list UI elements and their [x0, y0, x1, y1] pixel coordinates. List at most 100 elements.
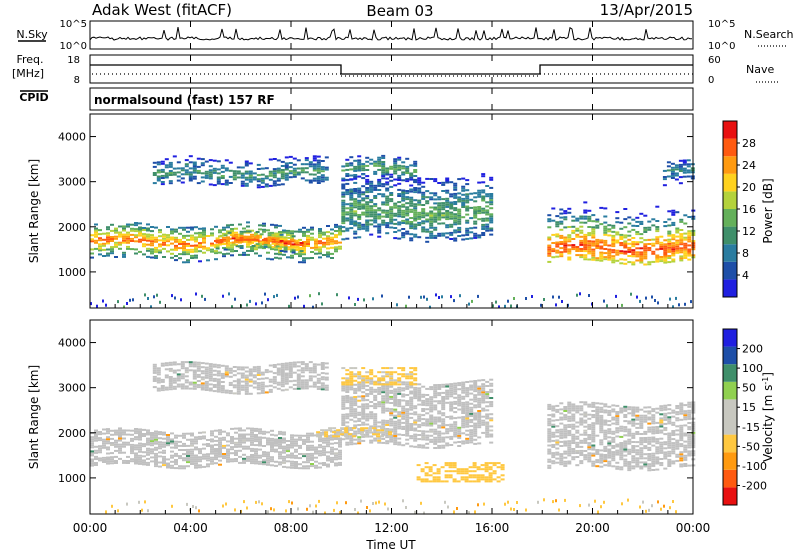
velocity-cell [599, 465, 604, 468]
velocity-cell [174, 446, 178, 449]
power-cell [254, 246, 258, 249]
velocity-cell [417, 403, 422, 406]
power-noise-cell [228, 292, 230, 296]
velocity-cell [298, 453, 302, 455]
power-noise-cell [684, 302, 686, 306]
power-cell [349, 190, 354, 193]
power-cell [188, 173, 193, 176]
power-cell [274, 246, 278, 249]
power-cell [212, 169, 217, 172]
power-cell [198, 250, 202, 253]
power-cell [397, 188, 402, 191]
power-cell [603, 225, 608, 228]
power-cell [236, 176, 241, 179]
velocity-cell [106, 456, 110, 459]
power-cell [651, 252, 656, 255]
velocity-cell [385, 440, 390, 443]
velocity-cell [651, 414, 656, 417]
velocity-cell [655, 460, 660, 463]
velocity-cell [465, 441, 470, 444]
power-cell [262, 230, 266, 233]
velocity-cell [623, 454, 628, 457]
velocity-cell [204, 382, 209, 385]
power-cell [341, 205, 346, 208]
power-cell [373, 205, 378, 208]
velocity-cell [437, 418, 442, 421]
velocity-cell [216, 384, 221, 387]
power-cell [172, 155, 177, 158]
power-cell [150, 250, 154, 253]
power-cell [318, 256, 322, 259]
power-cell [611, 261, 616, 264]
power-cell [279, 250, 284, 252]
velocity-cell [429, 418, 434, 421]
power-cell [222, 247, 226, 249]
power-cell [485, 217, 490, 220]
velocity-cell [208, 371, 213, 374]
velocity-cell [615, 443, 620, 446]
power-cell [166, 226, 170, 228]
velocity-cell [555, 447, 560, 450]
velocity-cell [326, 451, 330, 454]
velocity-cell [639, 467, 644, 470]
velocity-cell [208, 373, 213, 376]
freq-tick-top: 18 [67, 55, 80, 66]
power-cell [216, 176, 221, 179]
power-cell [421, 212, 426, 215]
power-cell [306, 234, 310, 237]
power-cell [579, 250, 584, 252]
power-cell [457, 235, 462, 237]
velocity-cell [389, 420, 394, 423]
velocity-cell [603, 464, 608, 467]
power-cell [607, 254, 612, 257]
velocity-cell [90, 462, 94, 465]
power-cell [310, 232, 314, 235]
velocity-cell [188, 365, 193, 368]
power-cell [389, 208, 394, 211]
velocity-cell [377, 380, 382, 383]
velocity-cell [102, 459, 106, 461]
velocity-cell [417, 446, 422, 449]
velocity-cell [268, 378, 273, 381]
power-cell [279, 243, 284, 246]
power-cell [272, 176, 277, 179]
power-cell [405, 222, 410, 225]
power-cell [263, 243, 268, 246]
power-cell [158, 231, 162, 234]
velocity-cell [338, 431, 342, 434]
power-cell [563, 246, 568, 249]
velocity-cell [345, 415, 350, 418]
velocity-cell [687, 411, 692, 414]
velocity-cell [168, 378, 173, 380]
power-cell [405, 212, 410, 215]
velocity-cell [252, 370, 257, 373]
velocity-cell [150, 434, 154, 436]
velocity-cell [607, 420, 612, 423]
velocity-cell [138, 448, 142, 451]
power-cell [381, 185, 386, 188]
power-cell [361, 167, 366, 170]
velocity-cell [314, 460, 318, 463]
power-cell [254, 240, 258, 243]
power-cell [547, 254, 552, 257]
velocity-cell [623, 464, 628, 467]
velocity-cell [334, 452, 338, 455]
velocity-cell [671, 423, 676, 426]
nsky-strip: N.Sky 10^5 10^0 10^5 10^0 N.Search [16, 19, 793, 52]
power-cell [138, 232, 142, 235]
power-cell [122, 251, 126, 254]
velocity-cell [421, 418, 426, 421]
velocity-cell [290, 446, 294, 449]
velocity-cell [198, 466, 202, 469]
power-cell [635, 216, 640, 219]
power-cell [345, 182, 350, 185]
velocity-cell [687, 415, 692, 418]
power-cell [409, 188, 414, 191]
velocity-cell [200, 384, 205, 387]
velocity-cell [154, 446, 158, 449]
power-cell [158, 249, 162, 252]
power-cell [361, 163, 366, 166]
velocity-cell [627, 450, 632, 453]
velocity-cell [228, 392, 233, 395]
power-cell [405, 220, 410, 223]
